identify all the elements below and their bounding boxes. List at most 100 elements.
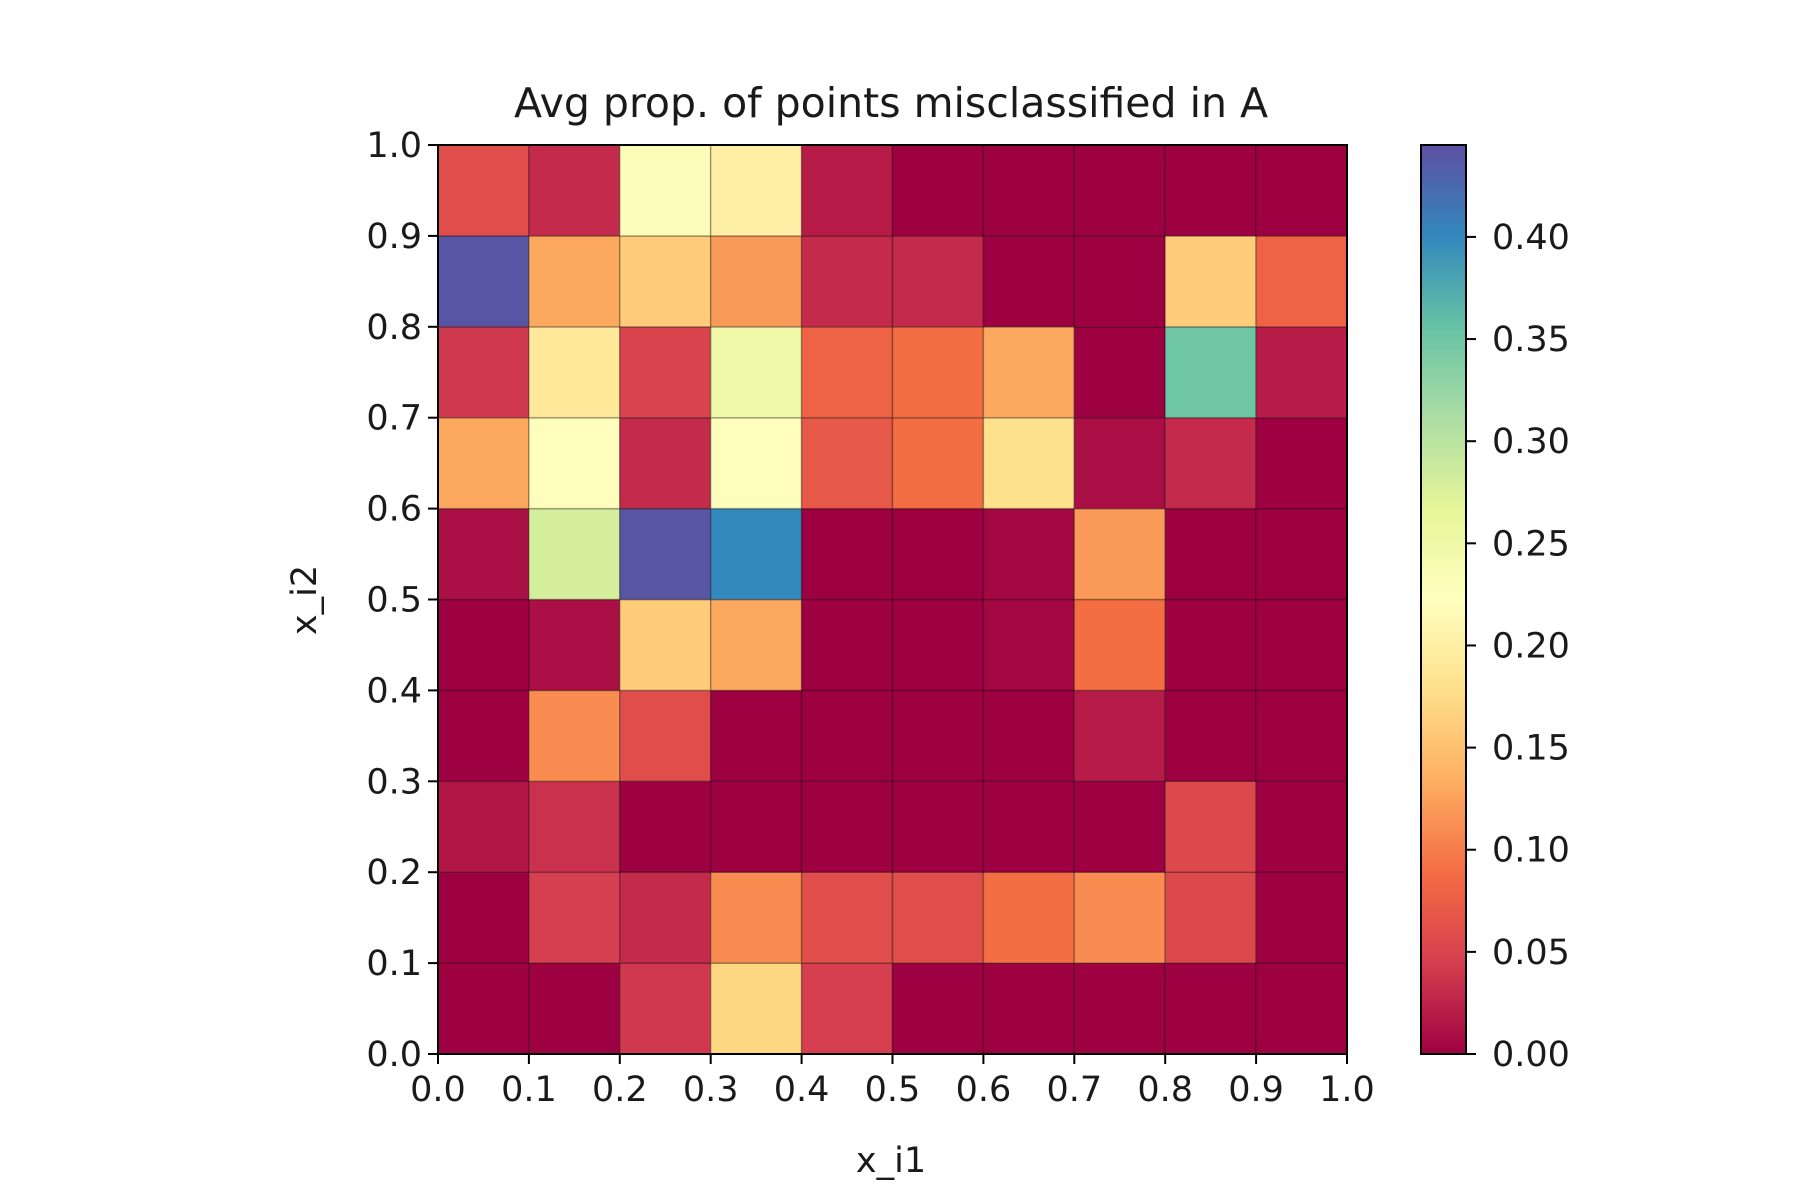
heatmap-cell — [709, 598, 803, 692]
y-tick-label: 0.9 — [366, 217, 422, 257]
x-tick-label: 0.6 — [956, 1070, 1012, 1110]
heatmap-cell — [437, 144, 530, 237]
heatmap-cell — [891, 416, 985, 510]
heatmap-cell — [619, 689, 712, 783]
heatmap-cell — [709, 689, 803, 783]
heatmap-cell — [437, 416, 530, 510]
heatmap-cell — [528, 416, 621, 510]
colorbar-tick-label: 0.40 — [1492, 218, 1570, 258]
colorbar-tick-label: 0.20 — [1492, 626, 1570, 666]
heatmap-cell — [1164, 780, 1257, 873]
heatmap-cell — [1255, 598, 1348, 692]
heatmap-cell — [982, 235, 1076, 328]
heatmap-cell — [1255, 416, 1348, 510]
heatmap-cell — [1255, 962, 1348, 1055]
heatmap-cell — [619, 416, 712, 510]
colorbar-tick-label: 0.15 — [1492, 729, 1570, 769]
heatmap-cell — [619, 780, 712, 873]
x-tick-label: 1.0 — [1319, 1070, 1375, 1110]
heatmap-cell — [891, 235, 985, 328]
colorbar-tick-label: 0.25 — [1492, 524, 1570, 564]
heatmap-cell — [709, 144, 803, 237]
heatmap-cell — [1255, 144, 1348, 237]
heatmap-cell — [1073, 598, 1166, 692]
heatmap-cell — [982, 326, 1076, 419]
heatmap-cell — [1073, 871, 1166, 964]
y-tick-label: 0.0 — [366, 1035, 422, 1075]
heatmap-cell — [1255, 780, 1348, 873]
y-tick-label: 0.1 — [366, 944, 422, 984]
heatmap-cell — [1255, 689, 1348, 783]
heatmap-cell — [528, 326, 621, 419]
heatmap-cell — [800, 689, 894, 783]
heatmap-cell — [891, 689, 985, 783]
heatmap-cell — [800, 871, 894, 964]
heatmap-cell — [437, 780, 530, 873]
heatmap-cell — [800, 326, 894, 419]
heatmap-cell — [709, 235, 803, 328]
heatmap-cell — [709, 416, 803, 510]
heatmap-cell — [437, 689, 530, 783]
y-tick-label: 0.3 — [366, 762, 422, 802]
heatmap-cell — [619, 871, 712, 964]
heatmap-cell — [437, 871, 530, 964]
heatmap-cell — [619, 962, 712, 1055]
heatmap-cell — [982, 144, 1076, 237]
y-tick-label: 0.7 — [366, 399, 422, 439]
heatmap-cell — [437, 962, 530, 1055]
heatmap-cell — [528, 689, 621, 783]
heatmap-cell — [437, 326, 530, 419]
heatmap-cell — [891, 144, 985, 237]
heatmap-cell — [800, 598, 894, 692]
x-tick-label: 0.1 — [501, 1070, 557, 1110]
heatmap-cell — [709, 507, 803, 601]
heatmap-cell — [982, 780, 1076, 873]
colorbar — [1420, 144, 1467, 1055]
heatmap-cell — [619, 507, 712, 601]
colorbar-tick-label: 0.05 — [1492, 933, 1570, 973]
heatmap-cell — [528, 235, 621, 328]
heatmap-cell — [1073, 689, 1166, 783]
heatmap-cell — [982, 507, 1076, 601]
heatmap-cell — [1073, 780, 1166, 873]
heatmap-cell — [982, 689, 1076, 783]
x-tick-label: 0.2 — [592, 1070, 648, 1110]
colorbar-tick-label: 0.35 — [1492, 320, 1570, 360]
heatmap-cell — [982, 962, 1076, 1055]
heatmap-cell — [709, 871, 803, 964]
heatmap-cell — [709, 326, 803, 419]
x-tick-label: 0.9 — [1228, 1070, 1284, 1110]
heatmap-cell — [1255, 871, 1348, 964]
heatmap-cell — [619, 326, 712, 419]
heatmap-cell — [891, 326, 985, 419]
heatmap-cell — [528, 871, 621, 964]
heatmap-cell — [1073, 507, 1166, 601]
x-axis-label: x_i1 — [856, 1141, 926, 1181]
y-tick-label: 1.0 — [366, 126, 422, 166]
y-tick-label: 0.2 — [366, 853, 422, 893]
heatmap-cell — [891, 507, 985, 601]
colorbar-tick-label: 0.00 — [1492, 1035, 1570, 1075]
y-tick-label: 0.6 — [366, 490, 422, 530]
heatmap-cell — [1164, 326, 1257, 419]
heatmap-cell — [437, 235, 530, 328]
heatmap-cell — [528, 598, 621, 692]
heatmap-cell — [1164, 598, 1257, 692]
heatmap-cells — [437, 144, 1348, 1055]
heatmap-cell — [1073, 416, 1166, 510]
heatmap-cell — [1164, 962, 1257, 1055]
x-tick-label: 0.3 — [683, 1070, 739, 1110]
x-tick-label: 0.4 — [774, 1070, 830, 1110]
colorbar-ticks: 0.00 0.05 0.10 0.15 0.20 0.25 0.30 0.35 0.40 — [1466, 218, 1570, 1075]
y-axis-ticks: 0.0 0.1 0.2 0.3 0.4 0.5 0.6 0.7 0.8 0.9 1.0 — [366, 126, 438, 1075]
heatmap-cell — [1164, 144, 1257, 237]
heatmap-cell — [528, 144, 621, 237]
y-tick-label: 0.4 — [366, 671, 422, 711]
heatmap-cell — [1164, 235, 1257, 328]
heatmap-cell — [528, 962, 621, 1055]
y-axis-label: x_i2 — [285, 565, 325, 635]
heatmap-cell — [437, 598, 530, 692]
heatmap-cell — [1073, 962, 1166, 1055]
heatmap-cell — [891, 962, 985, 1055]
